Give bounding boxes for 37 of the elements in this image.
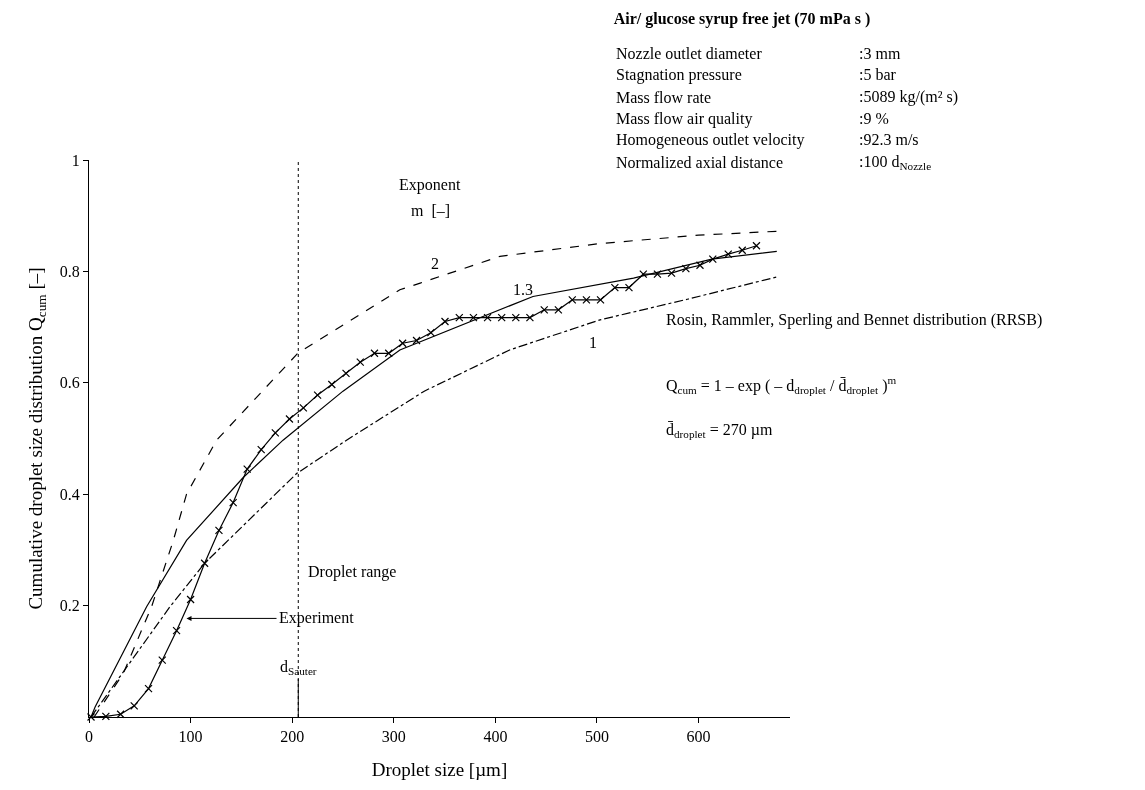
text: :5 bar <box>859 66 897 83</box>
text: Homogeneous outlet velocity <box>616 131 805 149</box>
x-tick-label: 0 <box>85 728 93 746</box>
text: Mass flow rate <box>616 89 712 106</box>
annotation: m [–] <box>411 202 451 219</box>
text: :3 mm <box>859 45 901 62</box>
annotation: 1 <box>589 334 597 351</box>
x-tick-label: 500 <box>584 728 609 746</box>
annotation: 1.3 <box>513 281 533 298</box>
annotation: d̄$_{droplet}$ = 270 µm <box>666 421 773 441</box>
x-tick-label: 600 <box>686 728 711 746</box>
x-tick-label: 200 <box>280 728 305 746</box>
text: :100 d$_{Nozzle}$ <box>859 153 932 173</box>
y-tick-label: 0.4 <box>59 485 80 503</box>
x-tick-label: 100 <box>178 728 203 746</box>
text: :9 % <box>859 110 889 127</box>
annotation: Normalized axial distance <box>616 154 784 171</box>
annotation: 2 <box>431 255 439 272</box>
annotation: Experiment <box>279 609 355 627</box>
x-axis-title: Droplet size [µm] <box>371 759 508 780</box>
ref-line-label: Droplet range <box>308 563 397 581</box>
text: Nozzle outlet diameter <box>616 45 763 62</box>
x-tick-label: 400 <box>483 728 508 746</box>
annotation: Exponent <box>399 176 461 194</box>
x-tick-label: 300 <box>381 728 406 746</box>
text: Mass flow air quality <box>616 110 753 128</box>
text: :5089 kg/(m² s) <box>859 88 959 106</box>
y-tick-label: 1 <box>71 151 80 169</box>
text: :92.3 m/s <box>859 131 919 148</box>
annotation: Q$_{cum}$ = 1 – exp ( – d$_{droplet}$ / d̄$_{droplet}$ )$^{m}$ <box>666 374 897 397</box>
annotation: Rosin, Rammler, Sperling and Bennet distribution (RRSB) <box>666 311 1043 329</box>
y-tick-label: 0.2 <box>59 597 80 615</box>
y-tick-label: 0.6 <box>59 374 80 392</box>
y-tick-label: 0.8 <box>59 263 80 280</box>
text: Stagnation pressure <box>616 66 742 84</box>
annotation: d$_{Sauter}$ <box>280 658 317 678</box>
chart-title: Air/ glucose syrup free jet (70 mPa s ) <box>613 9 871 28</box>
